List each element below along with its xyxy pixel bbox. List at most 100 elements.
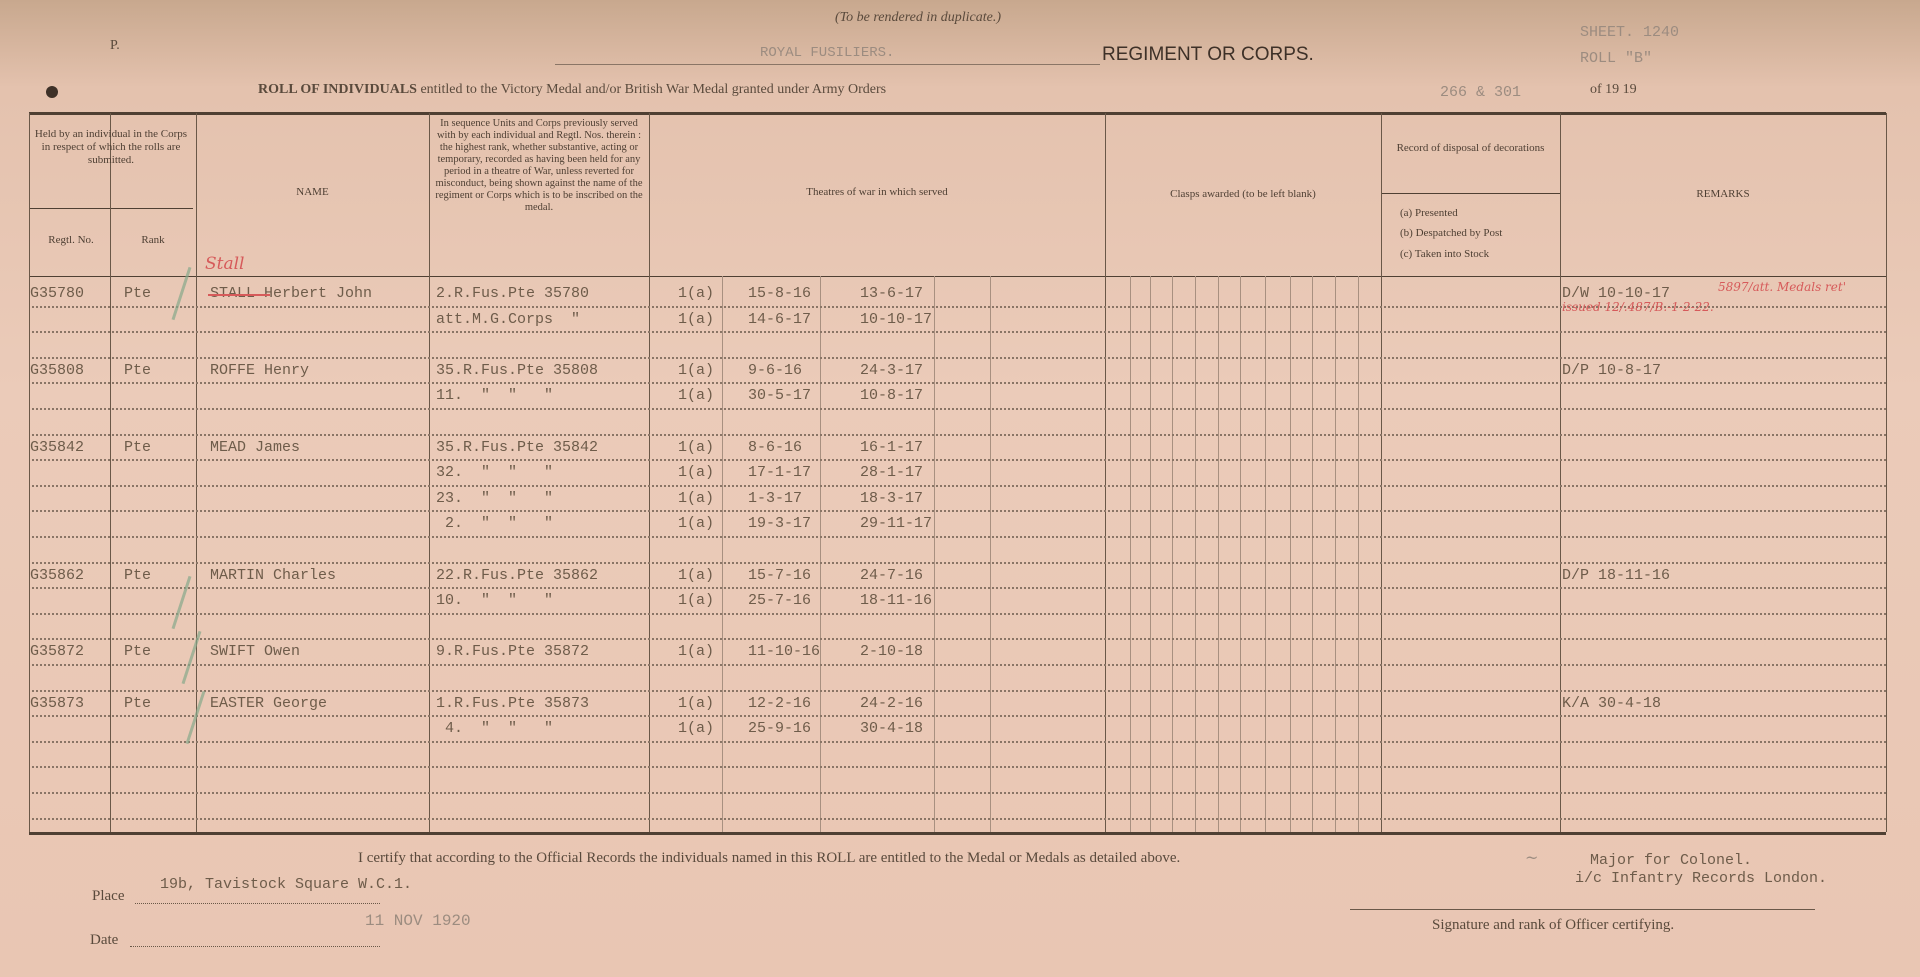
sheet-number: SHEET. 1240 [1580, 24, 1680, 41]
row-line [32, 817, 1886, 820]
col-name: NAME [296, 186, 329, 198]
column-line [110, 113, 111, 832]
entry-unit: att.M.G.Corps " [436, 310, 581, 328]
entry-to: 13-6-17 [860, 285, 924, 302]
entry-rank: Pte [124, 438, 152, 456]
entry-from: 25-9-16 [748, 720, 812, 738]
row-line [32, 484, 1886, 487]
row-line [32, 408, 1886, 410]
entry-regtl: G35780 [30, 285, 85, 302]
duplicate-note: (To be rendered in duplicate.) [835, 10, 1002, 25]
entry-name: EASTER George [210, 694, 328, 712]
row-line [32, 561, 1886, 564]
roll-title-bold: ROLL OF INDIVIDUALS [258, 82, 417, 97]
sub-column-line [1218, 276, 1219, 832]
row-line [32, 382, 1886, 385]
entry-theatre: 1(a) [678, 361, 715, 379]
entry-from: 25-7-16 [748, 592, 812, 610]
place-label: Place [92, 888, 125, 904]
entry-theatre: 1(a) [678, 643, 715, 661]
entry-rank: Pte [124, 566, 152, 584]
sub-column-line [1240, 276, 1241, 832]
row-line [32, 715, 1886, 718]
entry-unit: 2. " " " [436, 515, 554, 533]
entry-to: 24-3-17 [860, 361, 924, 379]
row-line [32, 587, 1886, 590]
signature-rank-1: Major for Colonel. [1590, 852, 1753, 869]
entry-unit: 22.R.Fus.Pte 35862 [436, 566, 599, 584]
stall-correction: Stall [205, 254, 245, 274]
table-top-border [29, 112, 1886, 115]
column-line [1381, 113, 1382, 832]
col-regtl-no: Regtl. No. [48, 234, 94, 246]
entry-rank: Pte [124, 361, 152, 379]
sub-column-line [1150, 276, 1151, 832]
held-by-divider [29, 208, 193, 209]
sub-column-line [1312, 276, 1313, 832]
entry-from: 12-2-16 [748, 694, 812, 712]
entry-theatre: 1(a) [678, 387, 715, 405]
sub-column-line [1172, 276, 1173, 832]
entry-regtl: G35842 [30, 438, 85, 456]
entry-to: 18-3-17 [860, 489, 924, 507]
date-stamp: 11 NOV 1920 [365, 912, 471, 930]
regiment-underline [555, 64, 1100, 65]
entry-theatre: 1(a) [678, 489, 715, 507]
sub-column-line [1358, 276, 1359, 832]
entry-remarks: D/W 10-10-17 [1562, 285, 1671, 302]
entry-theatre: 1(a) [678, 285, 715, 302]
remark-red-2: issued 12/.487/B.-1-2-22. [1562, 300, 1714, 314]
entry-name: MEAD James [210, 438, 301, 456]
column-line [649, 113, 650, 832]
column-line [1886, 113, 1887, 832]
entry-unit: 2.R.Fus.Pte 35780 [436, 285, 590, 302]
strike-through [208, 294, 270, 296]
entry-theatre: 1(a) [678, 438, 715, 456]
entry-to: 24-7-16 [860, 566, 924, 584]
entry-regtl: G35862 [30, 566, 85, 584]
sub-column-line [990, 276, 991, 832]
entry-theatre: 1(a) [678, 592, 715, 610]
sub-column-line [1195, 276, 1196, 832]
col-rank: Rank [141, 234, 165, 246]
year: of 19 19 [1590, 82, 1637, 97]
row-line [32, 510, 1886, 513]
signature-caption: Signature and rank of Officer certifying… [1432, 917, 1675, 933]
entry-to: 18-11-16 [860, 592, 933, 610]
entry-to: 2-10-18 [860, 643, 924, 661]
place-line [135, 903, 380, 904]
entry-to: 10-8-17 [860, 387, 924, 405]
row-line [32, 664, 1886, 666]
row-line [32, 740, 1886, 743]
entry-from: 8-6-16 [748, 438, 803, 456]
entry-unit: 4. " " " [436, 720, 554, 738]
row-line [32, 612, 1886, 615]
row-line [32, 305, 1886, 308]
table-bottom-border [29, 832, 1886, 835]
place-value: 19b, Tavistock Square W.C.1. [160, 876, 413, 893]
column-line [1560, 113, 1561, 832]
regiment-label: REGIMENT OR CORPS. [1102, 44, 1314, 65]
entry-theatre: 1(a) [678, 464, 715, 482]
entry-from: 17-1-17 [748, 464, 812, 482]
column-line [1105, 113, 1106, 832]
roll-title: ROLL OF INDIVIDUALS entitled to the Vict… [258, 82, 886, 98]
row-line [32, 331, 1886, 334]
col-remarks: REMARKS [1696, 188, 1750, 200]
certify-text: I certify that according to the Official… [358, 850, 1181, 866]
disposal-divider [1381, 193, 1560, 194]
sub-column-line [1265, 276, 1266, 832]
entry-from: 15-8-16 [748, 285, 812, 302]
row-line [32, 459, 1886, 462]
entry-regtl: G35808 [30, 361, 85, 379]
row-line [32, 689, 1886, 692]
entry-unit: 35.R.Fus.Pte 35808 [436, 361, 599, 379]
column-line [429, 113, 430, 832]
col-held-by: Held by an individual in the Corps in re… [34, 128, 188, 166]
sub-column-line [1130, 276, 1131, 832]
signature: ~ [1525, 848, 1539, 867]
sub-column-line [820, 276, 821, 832]
disposal-post: (b) Despatched by Post [1400, 227, 1503, 239]
col-theatres: Theatres of war in which served [806, 186, 948, 198]
roll-title-rest: entitled to the Victory Medal and/or Bri… [420, 82, 887, 97]
